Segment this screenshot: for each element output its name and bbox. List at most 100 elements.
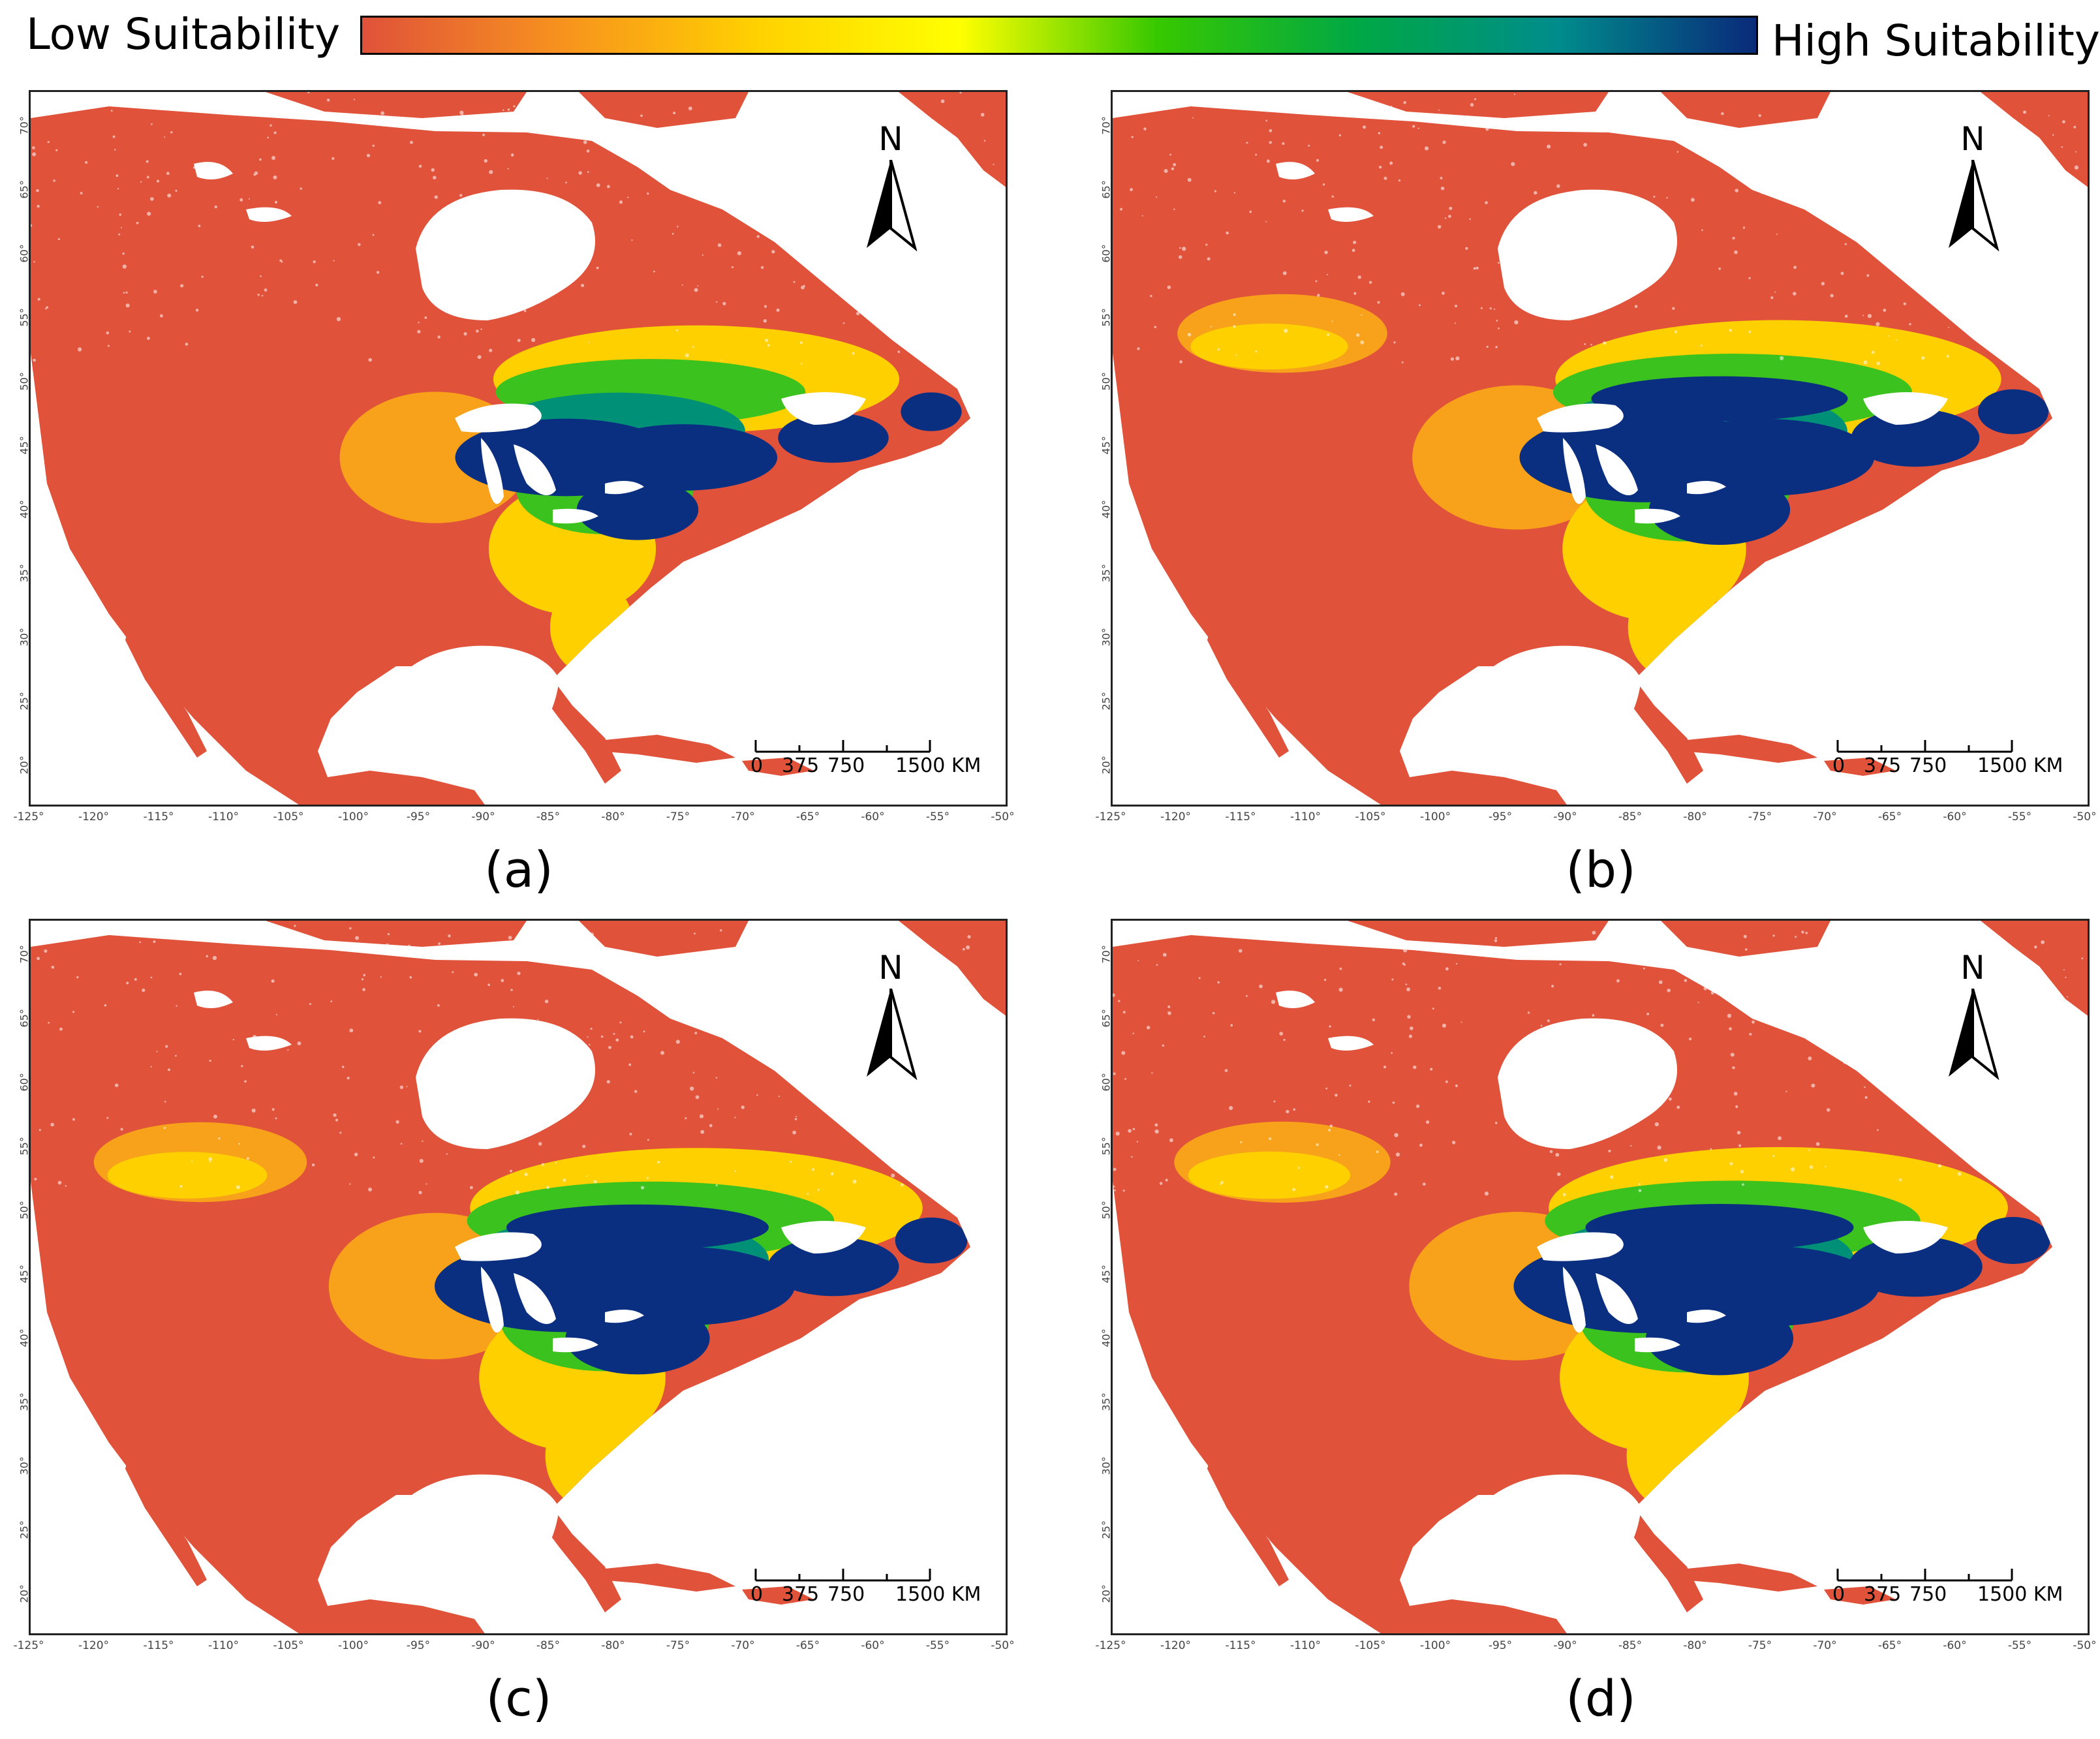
suitability-zone-yellow [1628, 574, 1720, 680]
x-tick-label: -50° [2073, 1639, 2097, 1652]
suitability-zone-high [767, 1237, 899, 1297]
x-tick-label: -100° [1419, 810, 1451, 823]
water-body [416, 1018, 595, 1149]
x-tick-label: -90° [471, 1639, 495, 1652]
north-arrow-icon [867, 989, 918, 1080]
x-tick-label: -75° [1748, 810, 1772, 823]
suitability-zone-high [1977, 389, 2049, 435]
x-tick-label: -60° [861, 1639, 885, 1652]
x-tick-label: -105° [273, 1639, 304, 1652]
x-tick-label: -90° [1553, 1639, 1577, 1652]
north-arrow-label: N [878, 949, 903, 987]
x-tick-label: -110° [1289, 1639, 1321, 1652]
y-tick-label: 65° [1100, 180, 1113, 199]
x-tick-label: -65° [1877, 810, 1902, 823]
north-arrow-label: N [1960, 120, 1985, 158]
x-tick-label: -75° [666, 810, 690, 823]
water-body [781, 1221, 866, 1254]
land-area [125, 627, 207, 758]
y-tick-label: 60° [18, 1073, 31, 1092]
land-area [125, 1456, 207, 1586]
x-tick-label: -70° [731, 1639, 755, 1652]
x-tick-label: -65° [795, 1639, 820, 1652]
x-tick-label: -125° [1095, 810, 1126, 823]
map-panel-d: 70° 65° 60° 55° 50° 45° 40° 35° 30° 25° 20° -125° -1… [1095, 914, 2100, 1727]
x-tick-label: -90° [471, 810, 495, 823]
water-body [481, 438, 504, 504]
scale-bar-line [1836, 1569, 2013, 1582]
x-tick-label: -85° [1618, 1639, 1643, 1652]
suitability-map [1113, 921, 2088, 1633]
scale-bar-label: 0 [750, 754, 764, 777]
north-arrow: N [1943, 949, 2002, 1080]
scale-bar-label: 375 [1864, 754, 1902, 777]
water-body [553, 508, 598, 524]
north-arrow: N [1943, 121, 2002, 251]
y-tick-label: 65° [18, 180, 31, 199]
land-area [1674, 1563, 1817, 1592]
scale-bar-label: 1500 KM [1977, 1583, 2063, 1606]
x-tick-label: -115° [143, 1639, 174, 1652]
land-area [1674, 735, 1817, 763]
x-tick-label: -75° [1748, 1639, 1772, 1652]
land-area [1661, 92, 1830, 128]
y-tick-label: 30° [1100, 628, 1113, 647]
scale-bar-label: 0 [1832, 754, 1845, 777]
map-frame [29, 919, 1008, 1635]
x-tick-label: -125° [13, 810, 44, 823]
x-tick-label: -50° [991, 1639, 1015, 1652]
land-area [899, 921, 1006, 1016]
x-tick-label: -90° [1553, 810, 1577, 823]
x-tick-label: -120° [1160, 810, 1192, 823]
y-tick-label: 45° [1100, 436, 1113, 455]
scale-bar-label: 1500 KM [895, 754, 981, 777]
water-body [1863, 1221, 1948, 1254]
x-tick-label: -70° [1813, 1639, 1837, 1652]
x-tick-label: -100° [1419, 1639, 1451, 1652]
y-tick-label: 45° [18, 1265, 31, 1284]
water-body [1276, 991, 1315, 1008]
water-body [1635, 1337, 1680, 1353]
water-body [455, 403, 542, 433]
x-tick-label: -100° [337, 810, 369, 823]
water-body [1498, 1018, 1677, 1149]
scale-bar-label: 375 [782, 754, 820, 777]
x-tick-label: -85° [536, 810, 561, 823]
water-body [392, 645, 559, 758]
north-arrow-label: N [1960, 949, 1985, 987]
land-area [1348, 92, 1609, 118]
y-tick-label: 25° [18, 1520, 31, 1539]
y-tick-label: 20° [18, 1584, 31, 1603]
water-body [605, 481, 644, 495]
y-tick-label: 45° [18, 436, 31, 455]
north-arrow: N [861, 949, 920, 1080]
x-tick-label: -55° [2007, 810, 2032, 823]
suitability-zone-high [1645, 1301, 1794, 1376]
north-arrow-label: N [878, 120, 903, 158]
water-body [455, 1232, 542, 1261]
panel-label: (c) [486, 1669, 552, 1727]
water-body [1687, 481, 1726, 495]
y-tick-label: 55° [1100, 308, 1113, 327]
water-body [1474, 1474, 1641, 1586]
x-tick-label: -115° [1225, 810, 1256, 823]
suitability-zone-high [1976, 1217, 2050, 1264]
y-tick-label: 35° [1100, 564, 1113, 583]
land-area [1348, 921, 1609, 947]
land-area [1824, 1586, 1896, 1605]
scale-bar: 0 375 750 1500 KM [750, 732, 981, 784]
legend-color-bar [360, 16, 1758, 55]
water-body [246, 1036, 292, 1051]
x-tick-label: -60° [861, 810, 885, 823]
scale-bar-label: 750 [827, 754, 865, 777]
y-tick-label: 70° [18, 116, 31, 135]
x-tick-label: -80° [601, 810, 625, 823]
scale-bar-line [754, 740, 931, 753]
land-area [1207, 627, 1289, 758]
water-body [1498, 189, 1677, 320]
y-tick-label: 35° [1100, 1393, 1113, 1411]
water-body [416, 189, 595, 320]
north-arrow-icon [867, 160, 918, 251]
y-tick-label: 40° [18, 500, 31, 519]
x-tick-label: -95° [1488, 1639, 1513, 1652]
